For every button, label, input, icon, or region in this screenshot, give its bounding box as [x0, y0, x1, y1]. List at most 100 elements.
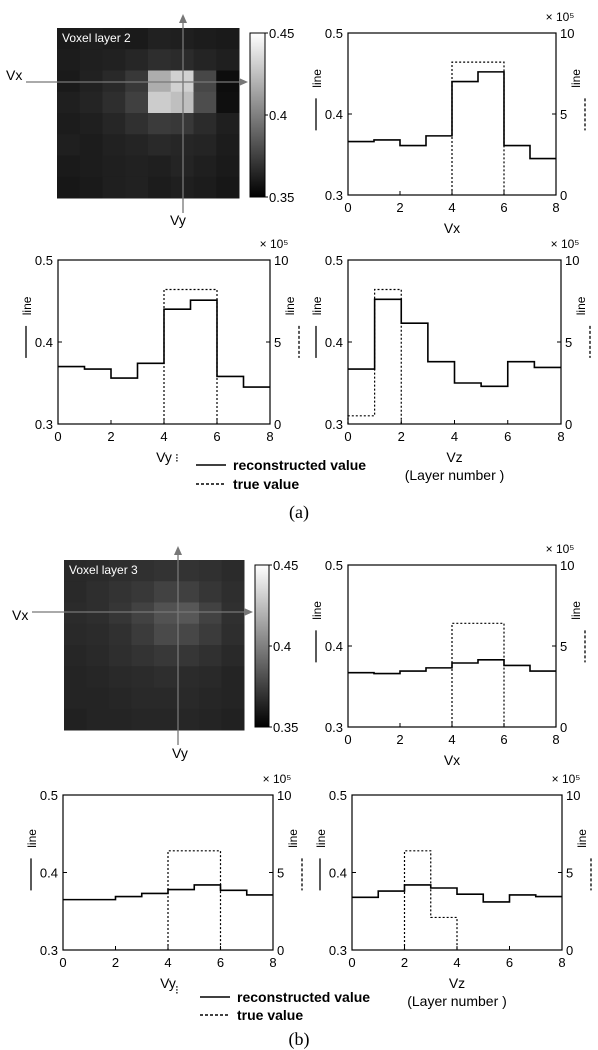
y-tick-label: 0.4 — [325, 107, 343, 122]
voxel-cell — [64, 645, 87, 667]
voxel-cell — [64, 666, 87, 688]
voxel-cell — [154, 645, 177, 667]
y-tick-label: 0.5 — [325, 253, 343, 268]
x-axis-label: Vx — [444, 752, 460, 768]
x-tick-label: 4 — [453, 955, 460, 970]
x-tick-label: 2 — [401, 955, 408, 970]
voxel-cell — [64, 602, 87, 625]
colorbar-tick-label: 0.45 — [269, 26, 294, 41]
legend-dashed-label: true value — [233, 476, 299, 492]
y2-exponent-label: × 10⁵ — [546, 10, 575, 24]
voxel-cell — [221, 602, 245, 625]
y2-tick-label: 5 — [565, 335, 572, 350]
voxel-cell — [86, 687, 110, 710]
voxel-cell — [148, 113, 172, 135]
voxel-cell — [221, 645, 245, 667]
voxel-cell — [199, 708, 222, 731]
x-tick-label: 8 — [557, 429, 564, 444]
y-tick-label: 0.3 — [329, 943, 347, 958]
caption-b: (b) — [289, 1029, 310, 1050]
voxel-cell — [57, 113, 81, 135]
y2-exponent-label: × 10⁵ — [551, 237, 580, 251]
y2-tick-label: 10 — [560, 558, 574, 573]
y2-tick-label: 0 — [565, 417, 572, 432]
voxel-cell — [216, 28, 240, 50]
voxel-layer-title: Voxel layer 2 — [62, 31, 131, 45]
colorbar-tick-label: 0.4 — [273, 639, 291, 654]
voxel-cell — [109, 602, 132, 625]
x-tick-label: 0 — [344, 200, 351, 215]
y2-tick-label: 5 — [277, 866, 284, 881]
voxel-cell — [154, 560, 177, 582]
voxel-cell — [86, 645, 110, 667]
y-tick-label: 0.4 — [329, 866, 347, 881]
voxel-cell — [109, 645, 132, 667]
voxel-cell — [102, 49, 126, 71]
voxel-cell — [57, 176, 81, 199]
voxel-cell — [125, 91, 149, 114]
voxel-cell — [154, 708, 177, 731]
voxel-cell — [199, 645, 222, 667]
x-tick-label: 6 — [213, 429, 220, 444]
voxel-cell — [64, 687, 87, 710]
voxel-cell — [176, 708, 200, 731]
x-axis-label: Vy — [160, 975, 176, 991]
y2-axis-label: line — [575, 829, 589, 848]
x-tick-label: 4 — [164, 955, 171, 970]
voxel-cell — [102, 113, 126, 135]
voxel-cell — [109, 687, 132, 710]
voxel-cell — [125, 176, 149, 199]
voxel-cell — [57, 155, 81, 178]
voxel-cell — [102, 134, 126, 156]
voxel-cell — [193, 113, 217, 135]
legend-b: ⁝ reconstructed value true value — [175, 983, 370, 1023]
y-tick-label: 0.5 — [325, 558, 343, 573]
plot-frame — [351, 794, 563, 951]
x-tick-label: 2 — [112, 955, 119, 970]
voxel-cell — [64, 560, 87, 582]
x-axis-sublabel: (Layer number ) — [407, 993, 507, 1009]
voxel-cell — [154, 623, 177, 646]
voxel-cell — [86, 560, 110, 582]
legend-solid-label: reconstructed value — [237, 989, 370, 1005]
voxel-panel-a: Voxel layer 2 0.45 0.4 0.35 Vx Vy — [6, 14, 294, 228]
voxel-cell — [131, 666, 155, 688]
voxel-cell — [102, 155, 126, 178]
vy-arrowhead — [174, 546, 182, 555]
voxel-cell — [154, 687, 177, 710]
voxel-cell — [109, 560, 132, 582]
y-axis-label: line — [310, 601, 324, 620]
voxel-cell — [86, 602, 110, 625]
voxel-cell — [216, 176, 240, 199]
x-axis-sublabel: (Layer number ) — [405, 467, 505, 483]
y-tick-label: 0.4 — [40, 866, 58, 881]
y2-tick-label: 5 — [560, 639, 567, 654]
voxel-cell — [176, 602, 200, 625]
voxel-cell — [131, 602, 155, 625]
y2-tick-label: 10 — [274, 253, 288, 268]
y-tick-label: 0.3 — [40, 943, 58, 958]
voxel-cell — [131, 623, 155, 646]
voxel-cell — [57, 91, 81, 114]
chart-a1: 0 2 4 6 8 0.3 0.4 0.5 0 5 10 × 10⁵ line line Vx — [310, 10, 586, 236]
voxel-cell — [221, 623, 245, 646]
voxel-cell — [79, 113, 103, 135]
vx-arrowhead — [244, 608, 253, 616]
x-tick-label: 6 — [504, 429, 511, 444]
voxel-cell — [221, 708, 245, 731]
x-axis-label: Vz — [449, 975, 465, 991]
y-axis-label: line — [20, 296, 34, 315]
voxel-cell — [148, 49, 172, 71]
voxel-cell — [125, 134, 149, 156]
x-tick-label: 6 — [500, 732, 507, 747]
y2-tick-label: 10 — [565, 253, 579, 268]
x-axis-label: Vz — [446, 449, 462, 465]
voxel-layer-title: Voxel layer 3 — [69, 563, 138, 577]
x-axis-label: Vy — [156, 449, 172, 465]
x-tick-label: 6 — [506, 955, 513, 970]
voxel-cell — [79, 176, 103, 199]
voxel-cell — [176, 581, 200, 603]
x-tick-label: 4 — [451, 429, 458, 444]
y2-exponent-label: × 10⁵ — [260, 237, 289, 251]
x-tick-label: 2 — [398, 429, 405, 444]
